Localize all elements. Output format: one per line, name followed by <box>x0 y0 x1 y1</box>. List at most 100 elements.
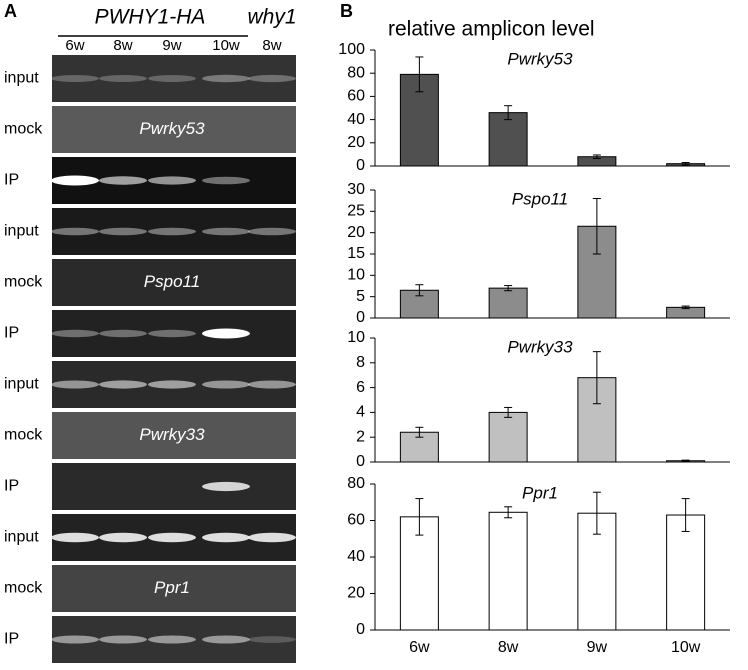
y-tick-label: 40 <box>347 548 365 565</box>
gel-band <box>99 75 147 82</box>
gene-label: Pwrky33 <box>139 425 205 444</box>
gel-band <box>248 74 296 83</box>
chart-heading: relative amplicon level <box>388 18 595 41</box>
y-tick-label: 8 <box>356 354 365 371</box>
gel-band <box>51 532 99 543</box>
gel-band <box>148 75 196 82</box>
gel-band <box>202 227 250 236</box>
chart-title: Pwrky33 <box>507 337 573 356</box>
lane-label: 10w <box>212 37 240 54</box>
y-tick-label: 5 <box>356 288 365 305</box>
x-tick-label: 8w <box>498 639 519 656</box>
gel-band <box>148 329 196 338</box>
gel-band <box>202 380 250 389</box>
gel-band <box>99 176 147 185</box>
gel-band <box>202 74 250 83</box>
gel-strip <box>52 565 296 612</box>
row-label: mock <box>4 427 43 444</box>
gel-band <box>148 176 196 185</box>
gel-band <box>99 329 147 338</box>
row-label: IP <box>4 325 19 342</box>
gel-band <box>51 75 99 82</box>
panel-label: A <box>4 1 17 21</box>
lane-label: 6w <box>65 37 84 54</box>
row-label: input <box>4 529 39 546</box>
gene-label: Pwrky53 <box>139 119 205 138</box>
row-label: IP <box>4 172 19 189</box>
lane-label: 9w <box>162 37 181 54</box>
gel-strip <box>52 259 296 306</box>
y-tick-label: 80 <box>347 64 365 81</box>
y-tick-label: 0 <box>356 309 365 326</box>
y-tick-label: 0 <box>356 157 365 174</box>
gel-strip <box>52 208 296 255</box>
y-tick-label: 0 <box>356 453 365 470</box>
y-tick-label: 4 <box>356 404 365 421</box>
bar <box>488 411 528 463</box>
gel-band <box>51 380 99 389</box>
gel-band <box>248 227 296 236</box>
chart-title: Pspo11 <box>512 189 568 208</box>
gel-band <box>148 380 196 389</box>
y-tick-label: 20 <box>347 585 365 602</box>
y-tick-label: 6 <box>356 379 365 396</box>
y-tick-label: 20 <box>347 224 365 241</box>
gel-band <box>248 636 296 643</box>
gel-band <box>148 227 196 236</box>
y-tick-label: 80 <box>347 475 365 492</box>
gene-label: Ppr1 <box>154 578 190 597</box>
chart-title: Ppr1 <box>522 483 558 502</box>
lane-label: 8w <box>113 37 132 54</box>
row-label: input <box>4 223 39 240</box>
gel-band <box>248 532 296 543</box>
bar <box>399 516 439 631</box>
row-label: IP <box>4 478 19 495</box>
gel-strip <box>52 310 296 357</box>
y-tick-label: 20 <box>347 134 365 151</box>
lane-label: 8w <box>262 37 281 54</box>
bar <box>488 511 528 631</box>
y-tick-label: 10 <box>347 329 365 346</box>
y-tick-label: 30 <box>347 181 365 198</box>
panel-label: B <box>340 1 353 21</box>
gel-band <box>51 329 99 338</box>
gel-band <box>202 328 250 339</box>
gel-band <box>51 227 99 236</box>
y-tick-label: 10 <box>347 267 365 284</box>
gel-band <box>202 481 250 492</box>
gel-strip <box>52 106 296 153</box>
row-label: IP <box>4 631 19 648</box>
bar <box>488 287 528 319</box>
chart-title: Pwrky53 <box>507 49 573 68</box>
row-label: mock <box>4 274 43 291</box>
y-tick-label: 40 <box>347 111 365 128</box>
gel-band <box>248 380 296 389</box>
y-tick-label: 100 <box>338 41 365 58</box>
x-tick-label: 9w <box>587 639 608 656</box>
gel-strip <box>52 55 296 102</box>
x-tick-label: 6w <box>409 639 430 656</box>
group-header: why1 <box>247 6 296 29</box>
gel-band <box>202 532 250 543</box>
group-header: PWHY1-HA <box>95 6 206 29</box>
gel-band <box>202 635 250 644</box>
row-label: mock <box>4 580 43 597</box>
y-tick-label: 0 <box>356 621 365 638</box>
gel-band <box>99 227 147 236</box>
row-label: input <box>4 376 39 393</box>
y-tick-label: 25 <box>347 203 365 220</box>
bar <box>488 112 528 167</box>
y-tick-label: 60 <box>347 512 365 529</box>
gel-band <box>51 635 99 644</box>
y-tick-label: 2 <box>356 428 365 445</box>
gel-band <box>148 635 196 644</box>
y-tick-label: 15 <box>347 245 365 262</box>
gel-band <box>99 635 147 644</box>
row-label: input <box>4 70 39 87</box>
y-tick-label: 60 <box>347 88 365 105</box>
gel-band <box>99 380 147 389</box>
gene-label: Pspo11 <box>144 272 200 291</box>
x-tick-label: 10w <box>671 639 701 656</box>
gel-band <box>202 176 250 185</box>
